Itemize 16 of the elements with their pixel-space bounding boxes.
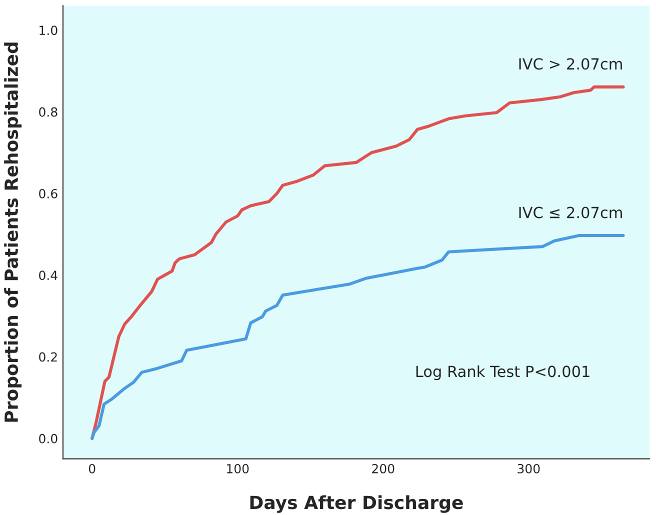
annotation: Log Rank Test P<0.001 (416, 365, 590, 380)
y-tick-label: 0.6 (39, 188, 58, 198)
x-tick-label: 300 (518, 464, 540, 474)
x-tick-label: 200 (372, 464, 394, 474)
x-axis-title: Days After Discharge (250, 495, 463, 513)
y-tick-label: 0.8 (39, 107, 58, 117)
x-tick-label: 100 (227, 464, 249, 474)
series-label: IVC ≤ 2.07cm (519, 206, 622, 218)
y-tick-label: 1.0 (40, 26, 58, 36)
x-tick-label: 0 (88, 464, 96, 474)
y-tick-label: 0.0 (39, 434, 58, 444)
y-axis-title: Proportion of Patients Rehospitalized (4, 42, 22, 422)
series-label: IVC > 2.07cm (519, 58, 622, 70)
line-series (90, 234, 625, 440)
y-tick-label: 0.2 (39, 352, 57, 362)
y-tick-label: 0.4 (39, 270, 58, 280)
